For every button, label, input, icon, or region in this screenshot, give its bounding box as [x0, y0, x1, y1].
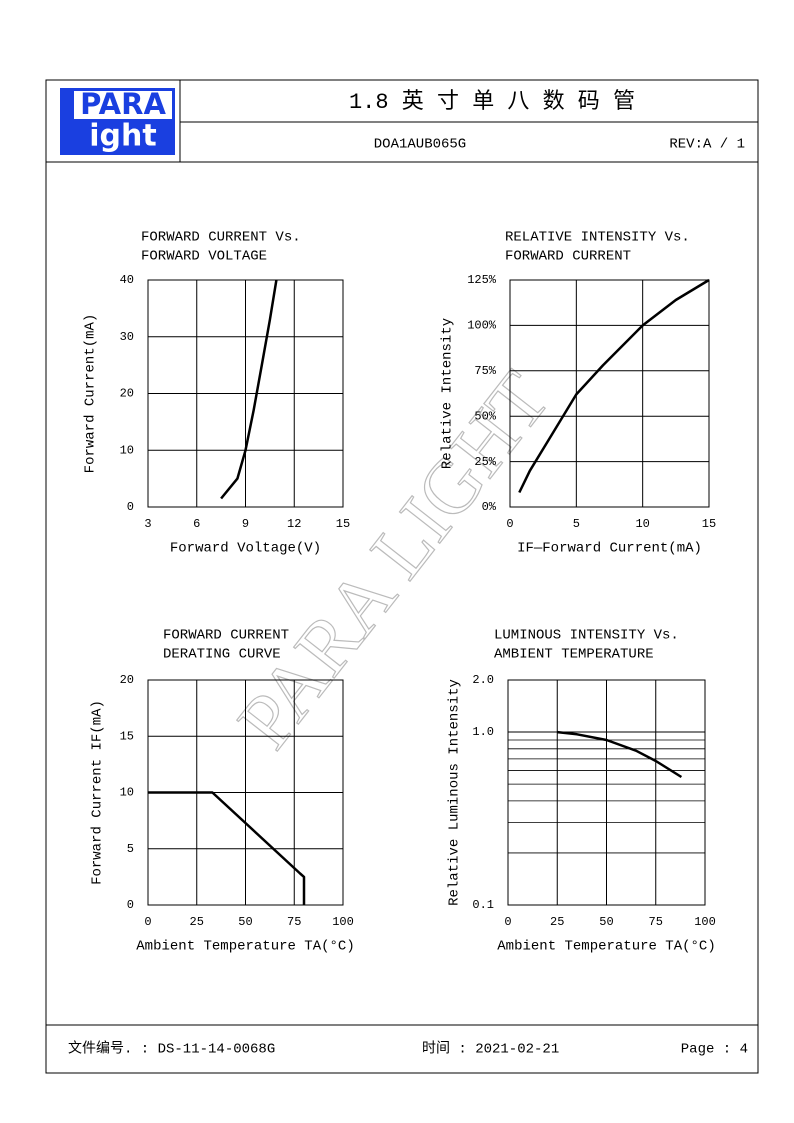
chart-title: AMBIENT TEMPERATURE	[494, 647, 654, 663]
x-tick-label: 3	[144, 517, 151, 531]
y-tick-label: 40	[120, 273, 134, 287]
y-tick-label: 10	[120, 786, 134, 800]
chart-title: FORWARD VOLTAGE	[141, 249, 267, 265]
logo-text: ight	[89, 119, 156, 154]
y-tick-label: 15	[120, 729, 134, 743]
x-axis-label: Ambient Temperature TA(°C)	[497, 939, 715, 955]
part-number: DOA1AUB065G	[374, 137, 466, 153]
x-tick-label: 15	[336, 517, 350, 531]
x-tick-label: 100	[332, 915, 354, 929]
chart-title: FORWARD CURRENT	[505, 249, 631, 265]
y-tick-label: 10	[120, 443, 134, 457]
x-tick-label: 6	[193, 517, 200, 531]
chart-title: DERATING CURVE	[163, 647, 281, 663]
x-tick-label: 9	[242, 517, 249, 531]
x-axis-label: Ambient Temperature TA(°C)	[136, 939, 354, 955]
x-tick-label: 5	[573, 517, 580, 531]
y-tick-label: 0	[127, 898, 134, 912]
y-tick-label: 25%	[474, 455, 496, 469]
page-number: Page : 4	[681, 1042, 748, 1058]
x-tick-label: 100	[694, 915, 716, 929]
watermark: PARA LIGHT	[220, 356, 566, 764]
x-tick-label: 75	[287, 915, 301, 929]
chart-title: FORWARD CURRENT	[163, 628, 289, 644]
y-tick-label: 125%	[467, 273, 497, 287]
y-tick-label: 75%	[474, 364, 496, 378]
x-tick-label: 50	[238, 915, 252, 929]
y-tick-label: 100%	[467, 319, 497, 333]
y-tick-label: 1.0	[472, 725, 494, 739]
date: 时间 : 2021-02-21	[422, 1041, 559, 1058]
x-tick-label: 25	[550, 915, 564, 929]
x-tick-label: 0	[504, 915, 511, 929]
chart-title: LUMINOUS INTENSITY Vs.	[494, 628, 679, 644]
logo-box	[74, 91, 172, 119]
x-axis-label: IF—Forward Current(mA)	[517, 541, 702, 557]
x-tick-label: 25	[190, 915, 204, 929]
x-axis-label: Forward Voltage(V)	[170, 541, 321, 557]
y-tick-label: 20	[120, 387, 134, 401]
data-line	[518, 278, 710, 494]
chart-title: RELATIVE INTENSITY Vs.	[505, 230, 690, 246]
header-title: 1.8 英 寸 单 八 数 码 管	[349, 89, 635, 115]
y-axis-label: Forward Current(mA)	[83, 314, 99, 474]
plot-frame	[509, 279, 710, 508]
y-axis-label: Forward Current IF(mA)	[90, 700, 106, 885]
x-tick-label: 12	[287, 517, 301, 531]
y-axis-label: Relative Luminous Intensity	[447, 679, 463, 906]
y-tick-label: 0.1	[472, 898, 494, 912]
y-tick-label: 0	[127, 500, 134, 514]
logo: PARA ight	[60, 87, 175, 155]
x-tick-label: 15	[702, 517, 716, 531]
y-axis-label: Relative Intensity	[440, 318, 456, 469]
y-tick-label: 2.0	[472, 673, 494, 687]
data-line	[220, 279, 278, 500]
plot-frame	[507, 679, 706, 906]
data-line	[557, 730, 683, 779]
y-tick-label: 50%	[474, 409, 496, 423]
y-tick-label: 20	[120, 673, 134, 687]
x-tick-label: 0	[506, 517, 513, 531]
logo-text: PARA	[80, 87, 166, 121]
chart-title: FORWARD CURRENT Vs.	[141, 230, 301, 246]
x-tick-label: 10	[635, 517, 649, 531]
page-frame	[45, 79, 759, 1074]
data-line	[148, 791, 306, 905]
plot-frame	[147, 279, 344, 508]
revision: REV:A / 1	[669, 137, 745, 153]
x-tick-label: 75	[649, 915, 663, 929]
doc-number: 文件编号. : DS-11-14-0068G	[68, 1041, 275, 1058]
y-tick-label: 5	[127, 842, 134, 856]
y-tick-label: 0%	[482, 500, 497, 514]
y-tick-label: 30	[120, 330, 134, 344]
x-tick-label: 50	[599, 915, 613, 929]
x-tick-label: 0	[144, 915, 151, 929]
